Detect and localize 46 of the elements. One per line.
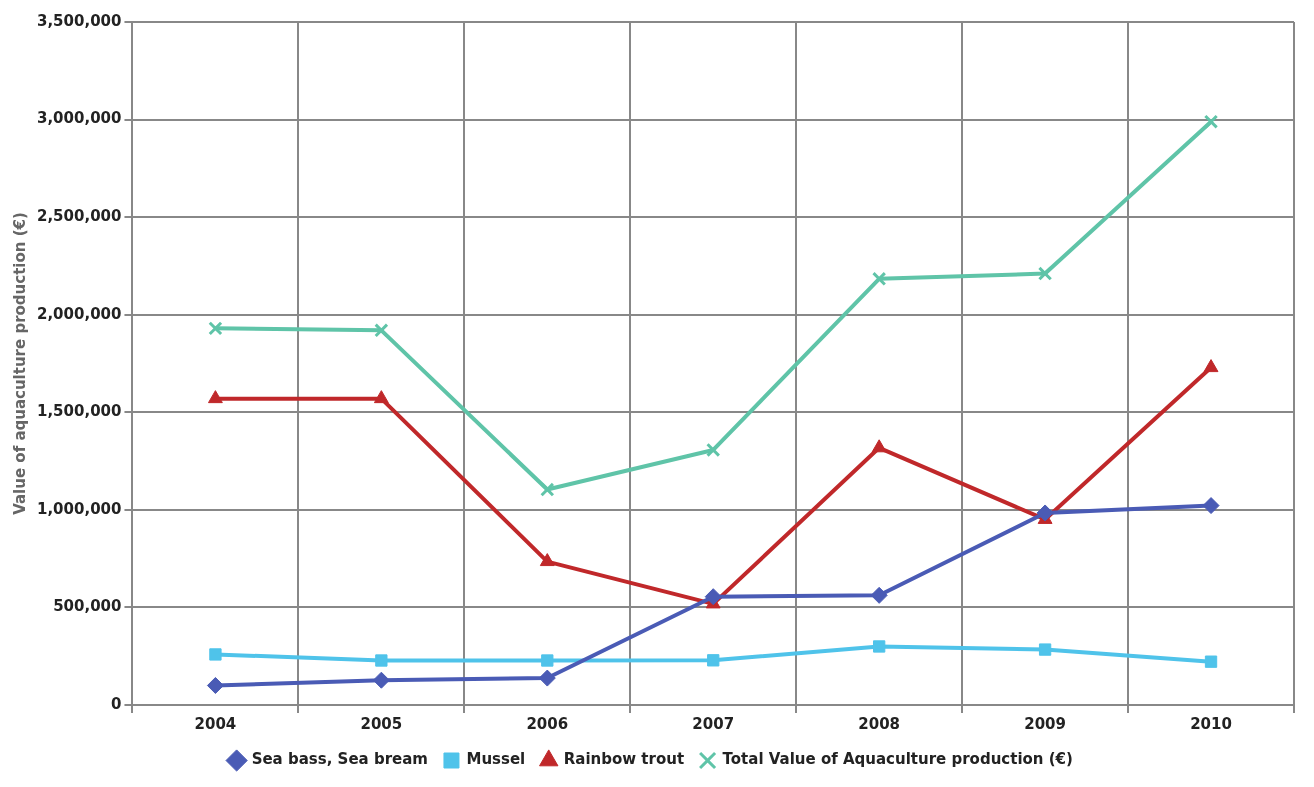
point <box>373 390 389 404</box>
x-tick-label: 2004 <box>194 714 237 733</box>
x-tick-label: 2010 <box>1190 714 1232 733</box>
point <box>208 390 223 404</box>
point <box>372 671 390 689</box>
legend-label: Rainbow trout <box>563 750 685 769</box>
y-tick-label: 500,000 <box>53 597 122 616</box>
legend-label: Mussel <box>466 750 526 769</box>
point <box>541 654 554 667</box>
point <box>1037 266 1053 281</box>
point <box>707 654 720 667</box>
y-tick-label: 3,500,000 <box>36 11 122 30</box>
point <box>539 553 555 567</box>
point <box>870 586 888 604</box>
x-tick-label: 2009 <box>1024 714 1066 733</box>
point <box>538 669 556 687</box>
point <box>873 640 886 653</box>
point <box>1036 504 1054 522</box>
point <box>704 588 722 606</box>
point <box>374 323 389 338</box>
legend-label: Sea bass, Sea bream <box>251 750 428 769</box>
point <box>706 442 721 458</box>
point <box>1038 643 1052 656</box>
x-tick-label: 2005 <box>360 714 403 733</box>
y-tick-label: 3,000,000 <box>36 109 122 128</box>
point <box>1203 359 1219 373</box>
point <box>206 676 224 694</box>
y-tick-label: 1,500,000 <box>36 402 122 421</box>
y-tick-label: 2,500,000 <box>36 207 122 226</box>
point <box>540 482 555 497</box>
legend-label: Total Value of Aquaculture production (€) <box>722 750 1073 769</box>
point <box>1202 497 1220 515</box>
y-axis-title: Value of aquaculture production (€) <box>10 212 29 515</box>
y-tick-label: 0 <box>111 694 122 713</box>
point <box>871 439 887 453</box>
point <box>375 654 388 667</box>
point <box>1204 655 1218 668</box>
point <box>872 271 887 286</box>
y-tick-label: 2,000,000 <box>36 304 122 323</box>
x-tick-label: 2007 <box>692 714 735 733</box>
x-tick-label: 2008 <box>858 714 901 733</box>
point <box>209 648 222 661</box>
point <box>208 321 223 336</box>
y-tick-label: 1,000,000 <box>36 499 122 518</box>
x-tick-label: 2006 <box>526 714 569 733</box>
point <box>1203 114 1219 129</box>
